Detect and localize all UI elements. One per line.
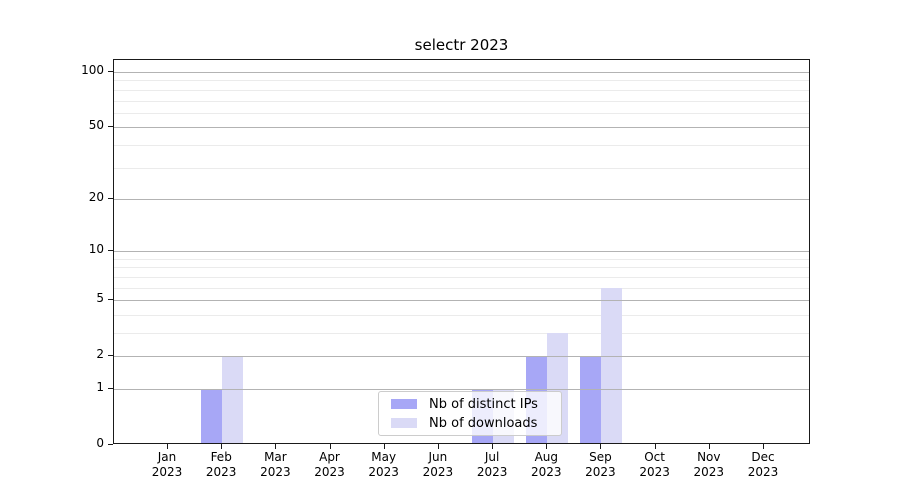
x-tick-label-sep: Sep 2023	[572, 450, 628, 480]
legend-label-distinct-ips: Nb of distinct IPs	[429, 396, 538, 412]
x-tick-label-jul: Jul 2023	[464, 450, 520, 480]
x-tick-jul	[492, 444, 494, 449]
x-tick-jun	[437, 444, 439, 449]
x-tick-sep	[600, 444, 602, 449]
y-tick-label-20: 20	[88, 190, 104, 204]
y-tick-label-50: 50	[88, 118, 104, 132]
x-tick-label-apr: Apr 2023	[302, 450, 358, 480]
x-label-year: 2023	[422, 465, 454, 479]
x-tick-may	[383, 444, 385, 449]
chart-title: selectr 2023	[414, 36, 509, 54]
x-label-year: 2023	[205, 465, 237, 479]
x-tick-feb	[221, 444, 223, 449]
gridline-minor-70	[114, 100, 809, 102]
bar-downloads-feb	[222, 356, 244, 443]
x-label-month: Nov	[697, 450, 721, 464]
y-tick-5	[108, 299, 113, 300]
x-label-year: 2023	[151, 465, 183, 479]
y-tick-label-1: 1	[96, 380, 104, 394]
y-tick-label-0: 0	[96, 436, 104, 450]
y-tick-20	[108, 198, 113, 199]
x-label-month: Sep	[589, 450, 612, 464]
gridline-minor-60	[114, 112, 809, 114]
x-tick-label-may: May 2023	[356, 450, 412, 480]
y-tick-100	[108, 71, 113, 72]
x-tick-label-jan: Jan 2023	[139, 450, 195, 480]
x-tick-label-mar: Mar 2023	[247, 450, 303, 480]
y-tick-label-100: 100	[81, 63, 104, 77]
x-tick-mar	[275, 444, 277, 449]
legend: Nb of distinct IPs Nb of downloads	[378, 391, 562, 436]
gridline-minor-80	[114, 89, 809, 91]
gridline-minor-3	[114, 333, 809, 334]
x-label-month: Jul	[484, 450, 500, 464]
x-tick-dec	[763, 444, 764, 449]
x-tick-jan	[167, 444, 168, 449]
x-label-month: Dec	[751, 450, 775, 464]
y-tick-label-2: 2	[96, 347, 104, 361]
y-tick-label-10: 10	[88, 242, 104, 256]
x-label-month: Jan	[157, 450, 177, 464]
plot-area: Nb of distinct IPs Nb of downloads	[113, 59, 810, 444]
gridline-major-20	[114, 198, 809, 200]
gridline-major-5	[114, 300, 809, 302]
x-tick-label-dec: Dec 2023	[735, 450, 791, 480]
gridline-minor-7	[114, 276, 809, 278]
legend-swatch-downloads	[391, 418, 417, 428]
y-tick-50	[108, 126, 113, 127]
y-tick-10	[108, 250, 113, 251]
y-tick-label-5: 5	[96, 291, 104, 305]
gridline-minor-4	[114, 314, 809, 316]
x-label-year: 2023	[476, 465, 508, 479]
x-label-year: 2023	[314, 465, 345, 479]
gridline-minor-30	[114, 167, 809, 169]
x-tick-nov	[708, 444, 710, 449]
bar-distinct-ips-sep	[580, 356, 602, 443]
x-label-year: 2023	[531, 465, 562, 479]
x-tick-aug	[546, 444, 548, 449]
y-tick-0	[108, 444, 113, 445]
x-tick-label-aug: Aug 2023	[518, 450, 574, 480]
x-label-month: Jun	[428, 450, 448, 464]
x-label-month: Aug	[534, 450, 559, 464]
gridline-major-2	[114, 356, 809, 358]
x-label-year: 2023	[639, 465, 670, 479]
gridline-minor-9	[114, 258, 809, 260]
gridline-major-50	[114, 127, 809, 129]
x-tick-oct	[654, 444, 656, 449]
x-tick-apr	[329, 444, 331, 449]
legend-label-downloads: Nb of downloads	[429, 415, 538, 431]
gridline-minor-40	[114, 144, 809, 146]
legend-swatch-distinct-ips	[391, 399, 417, 409]
bar-distinct-ips-feb	[201, 389, 223, 443]
x-label-year: 2023	[693, 465, 725, 479]
gridline-major-10	[114, 251, 809, 253]
gridline-major-1	[114, 389, 809, 390]
y-tick-1	[108, 388, 113, 389]
legend-item-downloads: Nb of downloads	[387, 416, 553, 431]
x-label-year: 2023	[747, 465, 779, 479]
x-label-year: 2023	[260, 465, 291, 479]
x-tick-label-nov: Nov 2023	[681, 450, 737, 480]
gridline-minor-8	[114, 267, 809, 269]
y-tick-2	[108, 355, 113, 356]
x-tick-label-oct: Oct 2023	[627, 450, 683, 480]
legend-item-distinct-ips: Nb of distinct IPs	[387, 397, 553, 412]
gridline-minor-90	[114, 80, 809, 82]
x-tick-label-jun: Jun 2023	[410, 450, 466, 480]
x-label-month: Apr	[319, 450, 340, 464]
x-label-month: Mar	[264, 450, 287, 464]
x-tick-label-feb: Feb 2023	[193, 450, 249, 480]
gridline-minor-6	[114, 287, 809, 289]
x-label-month: May	[371, 450, 397, 464]
x-label-year: 2023	[368, 465, 399, 479]
x-label-month: Feb	[210, 450, 232, 464]
gridline-major-100	[114, 72, 809, 73]
bar-downloads-sep	[601, 287, 623, 443]
x-label-month: Oct	[644, 450, 665, 464]
x-label-year: 2023	[585, 465, 616, 479]
